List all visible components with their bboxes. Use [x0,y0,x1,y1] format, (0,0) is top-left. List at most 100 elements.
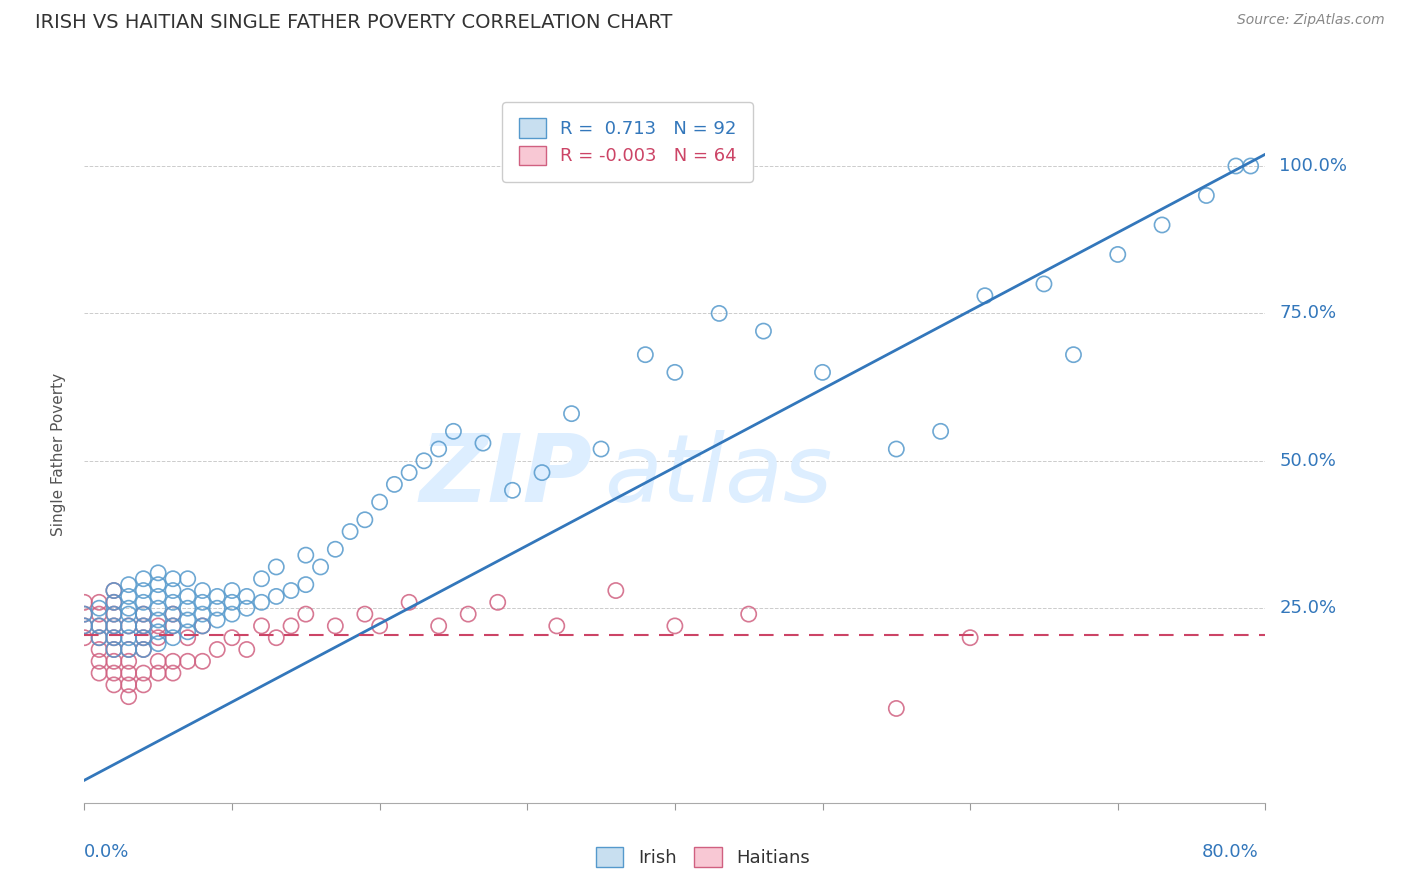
Point [264,631,288,645]
Point [87,595,111,609]
Point [73,595,96,609]
Point [132,595,155,609]
Legend: R =  0.713   N = 92, R = -0.003   N = 64: R = 0.713 N = 92, R = -0.003 N = 64 [502,103,754,182]
Point [87,619,111,633]
Point [309,560,332,574]
Point [177,631,200,645]
Point [73,607,96,621]
Point [398,595,420,609]
Point [162,619,184,633]
Point [959,631,981,645]
Point [177,654,200,668]
Text: 100.0%: 100.0% [1279,157,1347,175]
Point [235,642,259,657]
Point [929,425,952,439]
Point [1107,247,1129,261]
Point [811,365,834,379]
Point [398,466,420,480]
Point [1225,159,1247,173]
Point [118,654,141,668]
Point [235,601,259,615]
Point [103,595,125,609]
Point [162,666,184,681]
Point [148,601,170,615]
Point [162,583,184,598]
Point [264,560,288,574]
Point [205,613,228,627]
Point [501,483,523,498]
Point [118,678,141,692]
Point [250,619,273,633]
Point [162,595,184,609]
Text: 0.0%: 0.0% [84,843,129,861]
Point [177,613,200,627]
Point [118,642,141,657]
Point [103,583,125,598]
Point [354,607,377,621]
Point [221,631,243,645]
Point [118,642,141,657]
Text: 80.0%: 80.0% [1202,843,1258,861]
Point [664,619,686,633]
Point [177,601,200,615]
Point [280,583,302,598]
Point [103,642,125,657]
Point [103,619,125,633]
Point [1032,277,1054,291]
Point [148,654,170,668]
Point [205,590,228,604]
Point [132,642,155,657]
Point [886,701,908,715]
Text: 75.0%: 75.0% [1279,304,1337,322]
Point [368,619,391,633]
Point [73,607,96,621]
Point [132,607,155,621]
Point [738,607,761,621]
Point [250,572,273,586]
Point [132,631,155,645]
Point [148,666,170,681]
Point [886,442,908,456]
Point [132,619,155,633]
Point [118,590,141,604]
Point [103,631,125,645]
Point [162,607,184,621]
Point [118,577,141,591]
Text: atlas: atlas [605,430,832,521]
Point [73,619,96,633]
Point [1195,188,1218,202]
Point [87,601,111,615]
Point [413,454,436,468]
Point [205,601,228,615]
Point [221,595,243,609]
Point [323,619,347,633]
Point [148,619,170,633]
Legend: Irish, Haitians: Irish, Haitians [589,839,817,874]
Point [162,654,184,668]
Point [132,607,155,621]
Point [73,619,96,633]
Point [148,631,170,645]
Point [103,631,125,645]
Point [605,583,627,598]
Point [87,654,111,668]
Point [162,631,184,645]
Point [191,619,214,633]
Point [339,524,361,539]
Text: Source: ZipAtlas.com: Source: ZipAtlas.com [1237,13,1385,28]
Point [132,619,155,633]
Point [368,495,391,509]
Point [148,637,170,651]
Point [235,590,259,604]
Point [221,583,243,598]
Point [709,306,731,320]
Point [162,572,184,586]
Point [354,513,377,527]
Point [118,607,141,621]
Point [73,631,96,645]
Point [264,590,288,604]
Point [132,631,155,645]
Point [457,607,479,621]
Point [118,690,141,704]
Point [103,607,125,621]
